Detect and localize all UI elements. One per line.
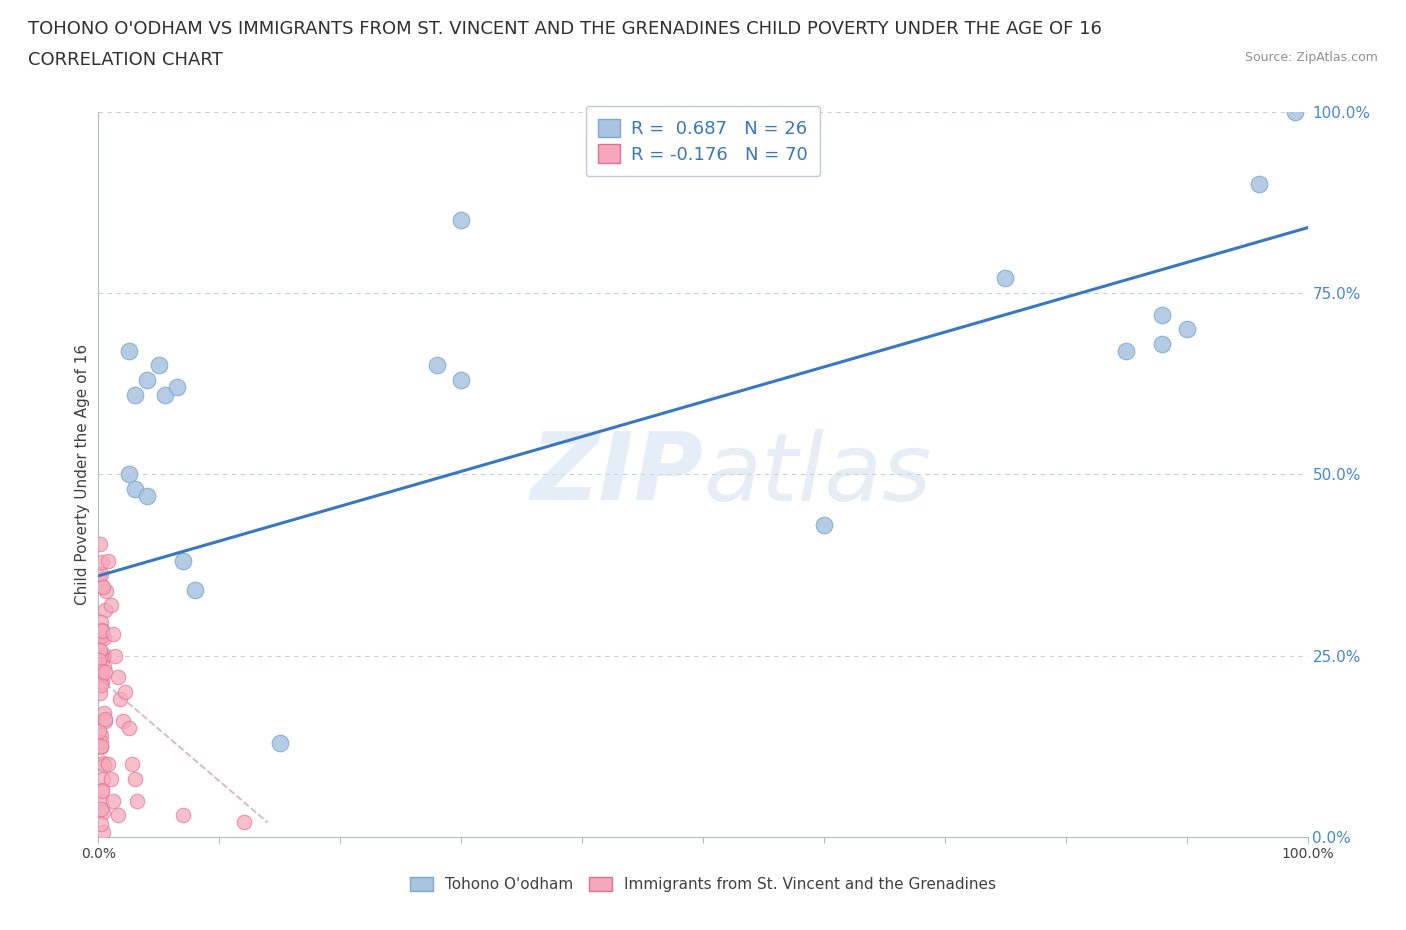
Point [135, 488, 157, 503]
Point [91, 675, 114, 690]
Point [91, 825, 114, 840]
Point [124, 772, 146, 787]
Point [232, 815, 254, 830]
Point [94, 665, 117, 680]
Point [166, 379, 188, 394]
Point [90, 739, 112, 754]
Point [91, 554, 114, 569]
Point [97, 554, 120, 569]
Point [89, 644, 111, 658]
Point [124, 387, 146, 402]
Point [135, 373, 157, 388]
Point [104, 648, 127, 663]
Point [111, 713, 134, 728]
Point [90, 664, 112, 679]
Point [93, 631, 115, 645]
Point [90, 817, 112, 831]
Point [153, 387, 176, 402]
Point [1152, 337, 1174, 352]
Point [269, 736, 291, 751]
Point [90, 624, 112, 639]
Point [93, 650, 115, 665]
Point [89, 537, 111, 551]
Point [108, 692, 131, 707]
Point [148, 358, 170, 373]
Point [1175, 322, 1198, 337]
Point [90, 623, 112, 638]
Point [100, 772, 122, 787]
Point [994, 271, 1017, 286]
Point [1249, 177, 1271, 192]
Point [426, 358, 449, 373]
Point [100, 597, 122, 612]
Legend: Tohono O'odham, Immigrants from St. Vincent and the Grenadines: Tohono O'odham, Immigrants from St. Vinc… [404, 870, 1002, 898]
Point [118, 343, 141, 358]
Point [450, 213, 472, 228]
Point [87, 569, 110, 584]
Point [93, 757, 115, 772]
Point [101, 627, 124, 642]
Point [91, 579, 114, 594]
Point [118, 721, 141, 736]
Point [91, 772, 114, 787]
Point [90, 566, 112, 581]
Point [93, 647, 115, 662]
Point [1284, 104, 1306, 119]
Y-axis label: Child Poverty Under the Age of 16: Child Poverty Under the Age of 16 [75, 344, 90, 604]
Point [93, 711, 115, 726]
Point [172, 554, 194, 569]
Text: Source: ZipAtlas.com: Source: ZipAtlas.com [1244, 51, 1378, 64]
Point [101, 793, 124, 808]
Point [1115, 343, 1137, 358]
Point [89, 656, 111, 671]
Point [90, 727, 112, 742]
Point [114, 684, 136, 699]
Point [90, 627, 112, 642]
Point [90, 678, 112, 693]
Point [87, 653, 110, 668]
Point [172, 808, 194, 823]
Point [90, 739, 112, 754]
Point [93, 659, 115, 674]
Point [93, 755, 115, 770]
Point [107, 670, 129, 684]
Point [813, 518, 835, 533]
Point [90, 782, 112, 797]
Text: TOHONO O'ODHAM VS IMMIGRANTS FROM ST. VINCENT AND THE GRENADINES CHILD POVERTY U: TOHONO O'ODHAM VS IMMIGRANTS FROM ST. VI… [28, 20, 1102, 38]
Point [1152, 307, 1174, 322]
Point [121, 757, 143, 772]
Point [89, 686, 111, 701]
Point [94, 714, 117, 729]
Point [184, 583, 207, 598]
Point [91, 629, 114, 644]
Point [91, 579, 114, 594]
Point [107, 808, 129, 823]
Point [90, 615, 112, 630]
Point [91, 804, 114, 819]
Point [93, 706, 115, 721]
Point [118, 467, 141, 482]
Point [89, 643, 111, 658]
Point [89, 724, 111, 738]
Text: CORRELATION CHART: CORRELATION CHART [28, 51, 224, 69]
Point [94, 584, 117, 599]
Text: atlas: atlas [703, 429, 931, 520]
Point [127, 793, 149, 808]
Point [450, 373, 472, 388]
Point [90, 793, 112, 808]
Point [90, 735, 112, 750]
Point [124, 482, 146, 497]
Text: ZIP: ZIP [530, 429, 703, 520]
Point [91, 784, 114, 799]
Point [90, 801, 112, 816]
Point [90, 668, 112, 683]
Point [93, 603, 115, 618]
Point [97, 757, 120, 772]
